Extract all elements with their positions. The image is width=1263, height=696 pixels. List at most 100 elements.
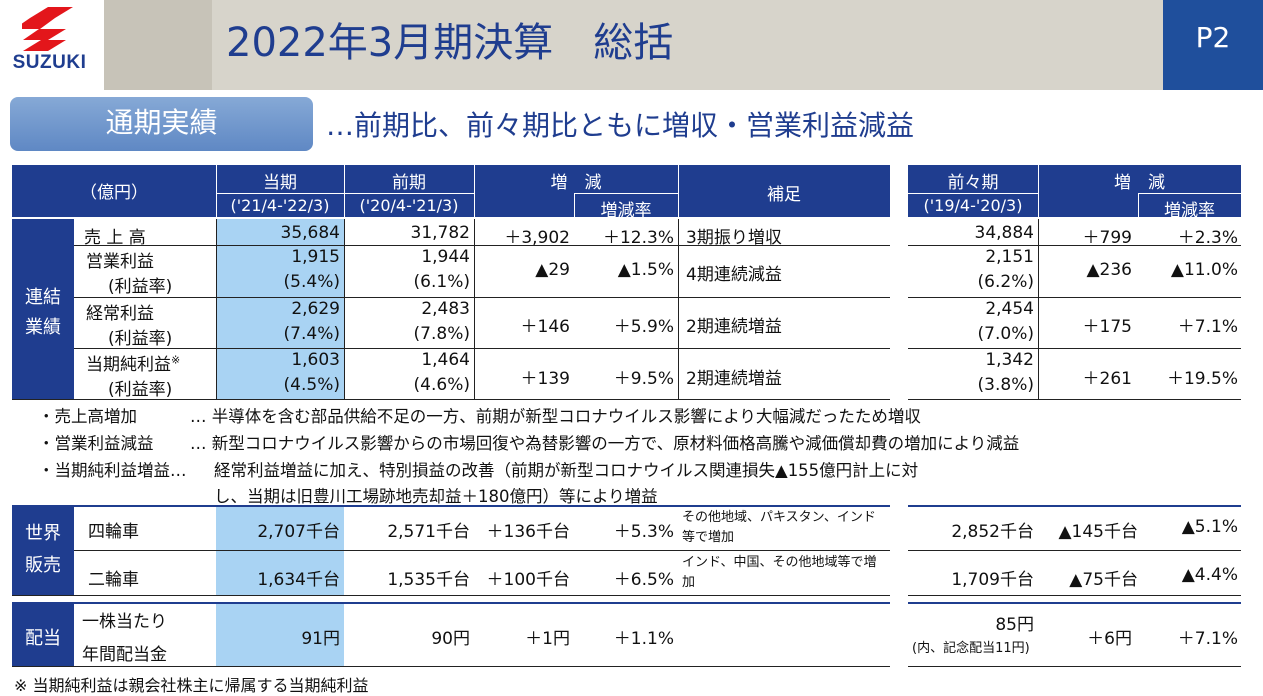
two-wheel-note: インド、中国、その他地域等で増加: [682, 555, 877, 590]
dividend-change2: ＋6円: [1087, 629, 1132, 649]
col-change-rate2: 増減率: [1164, 201, 1215, 221]
consolidated-label: 連結 業績: [25, 287, 61, 338]
row-label-four-wheel: 四輪車: [88, 522, 139, 542]
explanation-text: 経常利益増益に加え、特別損益の改善（前期が新型コロナウイルス関連損失▲155億円…: [214, 461, 919, 480]
dividend-rate2: ＋7.1%: [1177, 629, 1238, 649]
col-divider: [344, 219, 345, 399]
four-wheel-prior2: 2,852千台: [951, 522, 1034, 542]
sales-current-highlight: [216, 507, 344, 595]
four-wheel-rate2: ▲5.1%: [1181, 517, 1238, 537]
sales-top-border: [908, 505, 1241, 507]
two-wheel-rate2: ▲4.4%: [1181, 565, 1238, 585]
header-divider: [1138, 193, 1241, 194]
operating-change2: ▲236: [1086, 260, 1132, 280]
ordinary-prior2: 2,454: [985, 299, 1034, 319]
row-divider: [74, 550, 890, 551]
operating-current-margin: (5.4%): [283, 272, 340, 292]
sales-label-cell: [12, 507, 74, 595]
col-divider: [1038, 219, 1039, 399]
dividend-label: 配当: [25, 628, 61, 649]
sales-change: ＋3,902: [504, 228, 570, 248]
ordinary-rate: ＋5.9%: [613, 317, 674, 337]
dividend-current-highlight: [216, 604, 344, 666]
row-divider: [908, 297, 1241, 298]
suzuki-logo-icon: [22, 7, 73, 51]
header-bar: [104, 0, 1163, 90]
sales-label: 世界 販売: [25, 523, 61, 576]
page-number: P2: [1163, 0, 1263, 90]
four-wheel-current: 2,707千台: [257, 522, 340, 542]
row-label-two-wheel: 二輪車: [88, 570, 139, 590]
dividend-rate: ＋1.1%: [613, 629, 674, 649]
two-wheel-current: 1,634千台: [257, 570, 340, 590]
header-divider: [574, 193, 678, 194]
operating-current: 1,915: [291, 247, 340, 267]
two-wheel-change2: ▲75千台: [1069, 570, 1138, 590]
sales-rate: ＋12.3%: [602, 228, 674, 248]
row-sublabel: (利益率): [108, 277, 173, 297]
operating-change: ▲29: [535, 260, 570, 280]
two-wheel-prior: 1,535千台: [387, 570, 470, 590]
dividend-label-cell: [12, 604, 74, 666]
col-change: 増 減: [550, 173, 602, 193]
header-divider: [908, 193, 1038, 194]
dividend-top-border: [908, 602, 1241, 604]
operating-prior-margin: (6.1%): [413, 272, 470, 292]
net-rate: ＋9.5%: [613, 369, 674, 389]
net-change2: ＋261: [1082, 369, 1132, 389]
header-divider: [474, 165, 475, 217]
col-prior-period: ('20/4-'21/3): [359, 196, 459, 215]
net-prior2: 1,342: [985, 350, 1034, 370]
page-title: 2022年3月期決算 総括: [226, 20, 674, 66]
ordinary-note: 2期連続増益: [686, 317, 782, 337]
dividend-prior2-note: (内、記念配当11円): [912, 641, 1030, 656]
dividend-current: 91円: [301, 629, 340, 649]
row-divider: [908, 245, 1241, 246]
brand-name: SUZUKI: [12, 52, 87, 73]
header-divider: [1138, 193, 1139, 217]
row-divider: [908, 666, 1241, 667]
header-divider: [344, 165, 345, 217]
row-label-sales: 売 上 高: [84, 228, 146, 248]
explanation-label: ・営業利益減益: [38, 434, 154, 453]
four-wheel-rate: ＋5.3%: [613, 522, 674, 542]
two-wheel-rate: ＋6.5%: [613, 570, 674, 590]
explanation-label: ・当期純利益増益…: [38, 461, 187, 480]
net-prior-margin: (4.6%): [413, 375, 470, 395]
two-wheel-change: ＋100千台: [486, 570, 570, 590]
explanation-text: し、当期は旧豊川工場跡地売却益＋180億円）等により増益: [214, 487, 658, 506]
ordinary-prior: 2,483: [421, 299, 470, 319]
explanation-text: … 新型コロナウイルス影響からの市場回復や為替影響の一方で、原材料価格高騰や減価…: [190, 434, 1020, 453]
explanation-label: ・売上高増加: [38, 407, 137, 426]
header-divider: [216, 165, 217, 217]
row-divider: [74, 245, 890, 246]
net-current-margin: (4.5%): [283, 375, 340, 395]
operating-prior2-margin: (6.2%): [977, 272, 1034, 292]
row-sublabel: (利益率): [108, 380, 173, 400]
dividend-top-border: [12, 602, 890, 604]
sales-prior: 31,782: [410, 223, 470, 243]
four-wheel-change2: ▲145千台: [1058, 522, 1138, 542]
net-rate2: ＋19.5%: [1166, 369, 1238, 389]
net-note: 2期連続増益: [686, 369, 782, 389]
dividend-name-line2: 年間配当金: [82, 645, 167, 665]
sales-change2: ＋799: [1082, 228, 1132, 248]
ordinary-prior2-margin: (7.0%): [977, 324, 1034, 344]
row-divider: [12, 595, 890, 596]
row-divider: [908, 595, 1241, 596]
row-divider: [12, 666, 890, 667]
col-change2: 増 減: [1114, 173, 1165, 193]
sales-prior2: 34,884: [974, 223, 1034, 243]
col-prior: 前期: [392, 173, 426, 193]
consolidated-label-cell: [12, 219, 74, 399]
col-divider: [474, 219, 475, 399]
row-label-operating: 営業利益: [86, 252, 154, 272]
header-divider: [216, 193, 474, 194]
sales-note: 3期振り増収: [686, 228, 782, 248]
section-subtitle: …前期比、前々期比ともに増収・営業利益減益: [326, 109, 915, 142]
operating-prior2: 2,151: [985, 247, 1034, 267]
col-prior2: 前々期: [947, 173, 999, 193]
two-wheel-prior2: 1,709千台: [951, 570, 1034, 590]
row-divider: [908, 399, 1241, 400]
current-highlight: [216, 219, 344, 399]
